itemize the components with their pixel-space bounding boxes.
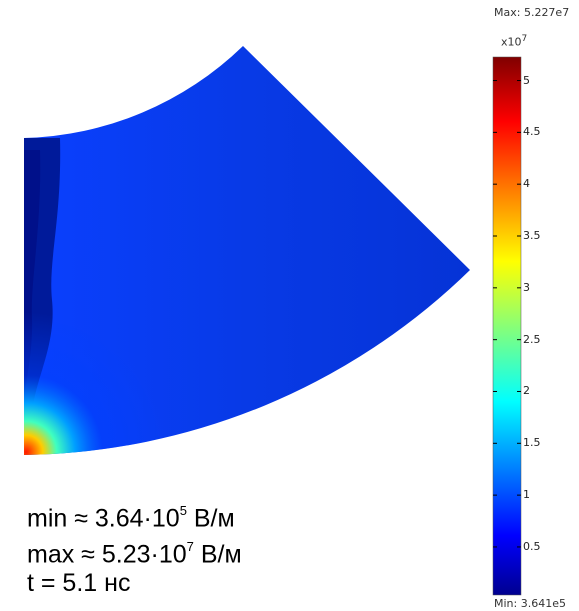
annotation-max-exp: 7 <box>186 539 194 554</box>
colorbar-scale-exp: 7 <box>521 34 528 44</box>
colorbar-tick-label: 1 <box>523 488 530 502</box>
annotation-min: min ≈ 3.64·105 В/м <box>27 500 235 531</box>
colorbar-tick-label: 1.5 <box>523 436 541 450</box>
annotation-time: t = 5.1 нс <box>27 569 131 597</box>
colorbar-scale-label: x107 <box>501 34 527 49</box>
colorbar-tick-label: 3.5 <box>523 229 541 242</box>
colorbar-tick-label: 5 <box>523 73 530 87</box>
colorbar-tick-label: 0.5 <box>523 539 541 553</box>
colorbar-ticks <box>493 80 521 548</box>
hotspot <box>24 300 220 455</box>
colorbar-tick-label: 4.5 <box>523 125 541 139</box>
colorbar-tick-label: 3 <box>523 280 530 294</box>
annotation-min-exp: 5 <box>179 503 187 518</box>
colorbar <box>492 56 522 596</box>
colorbar-tick-label: 2.5 <box>523 332 541 346</box>
colorbar-tick-label: 4 <box>523 177 530 191</box>
annotation-min-unit: В/м <box>193 504 235 533</box>
colorbar-min-label: Min: 3.641e5 <box>494 597 566 610</box>
annotation-min-prefix: min ≈ 3.64·10 <box>27 504 180 533</box>
colorbar-scale-base: x10 <box>501 35 522 49</box>
colorbar-max-label: Max: 5.227e7 <box>494 6 570 19</box>
annotation-max-prefix: max ≈ 5.23·10 <box>27 540 187 569</box>
colorbar-tick-label: 2 <box>523 384 530 398</box>
annotation-max: max ≈ 5.23·107 В/м <box>27 536 242 567</box>
annotation-max-unit: В/м <box>200 540 242 569</box>
